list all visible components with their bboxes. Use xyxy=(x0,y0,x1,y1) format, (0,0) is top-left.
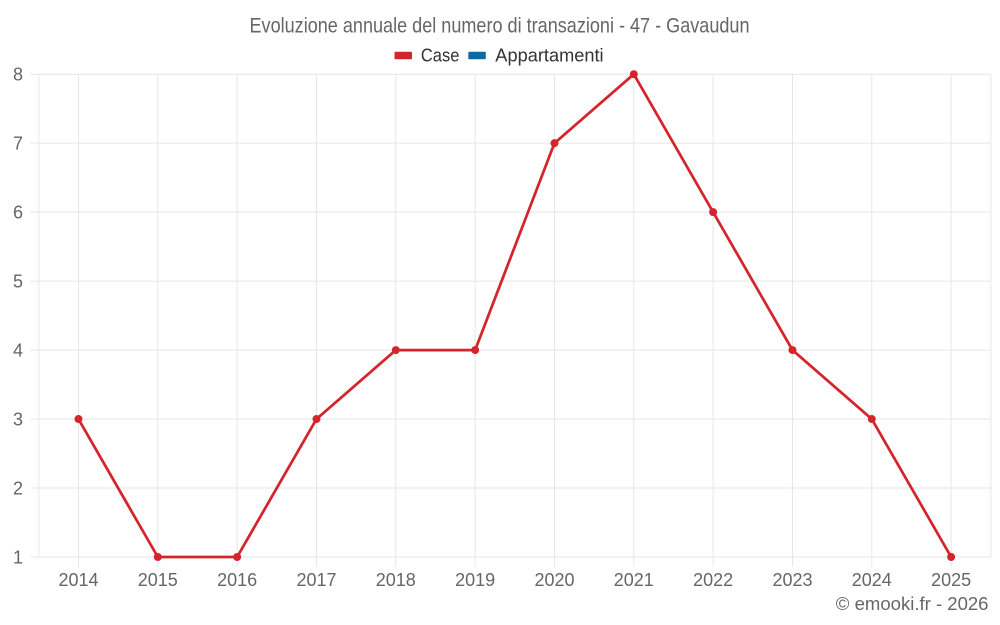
svg-text:Case: Case xyxy=(421,45,460,66)
svg-text:2023: 2023 xyxy=(772,570,812,590)
svg-text:2017: 2017 xyxy=(296,570,336,590)
svg-text:8: 8 xyxy=(13,65,23,85)
svg-text:Evoluzione annuale del numero: Evoluzione annuale del numero di transaz… xyxy=(250,15,750,38)
svg-text:2016: 2016 xyxy=(217,570,257,590)
svg-text:1: 1 xyxy=(13,547,23,567)
svg-text:2022: 2022 xyxy=(693,570,733,590)
svg-text:4: 4 xyxy=(13,341,23,361)
svg-text:5: 5 xyxy=(13,272,23,292)
svg-text:2: 2 xyxy=(13,478,23,498)
svg-text:© emooki.fr - 2026: © emooki.fr - 2026 xyxy=(836,594,989,614)
svg-text:2015: 2015 xyxy=(138,570,178,590)
svg-text:2020: 2020 xyxy=(534,570,574,590)
svg-text:2019: 2019 xyxy=(455,570,495,590)
svg-text:2021: 2021 xyxy=(614,570,654,590)
svg-text:2014: 2014 xyxy=(58,570,98,590)
svg-text:3: 3 xyxy=(13,410,23,430)
svg-text:6: 6 xyxy=(13,203,23,223)
svg-text:Appartamenti: Appartamenti xyxy=(495,45,603,66)
svg-text:2025: 2025 xyxy=(931,570,971,590)
svg-text:2018: 2018 xyxy=(376,570,416,590)
svg-text:2024: 2024 xyxy=(852,570,892,590)
svg-text:7: 7 xyxy=(13,134,23,154)
